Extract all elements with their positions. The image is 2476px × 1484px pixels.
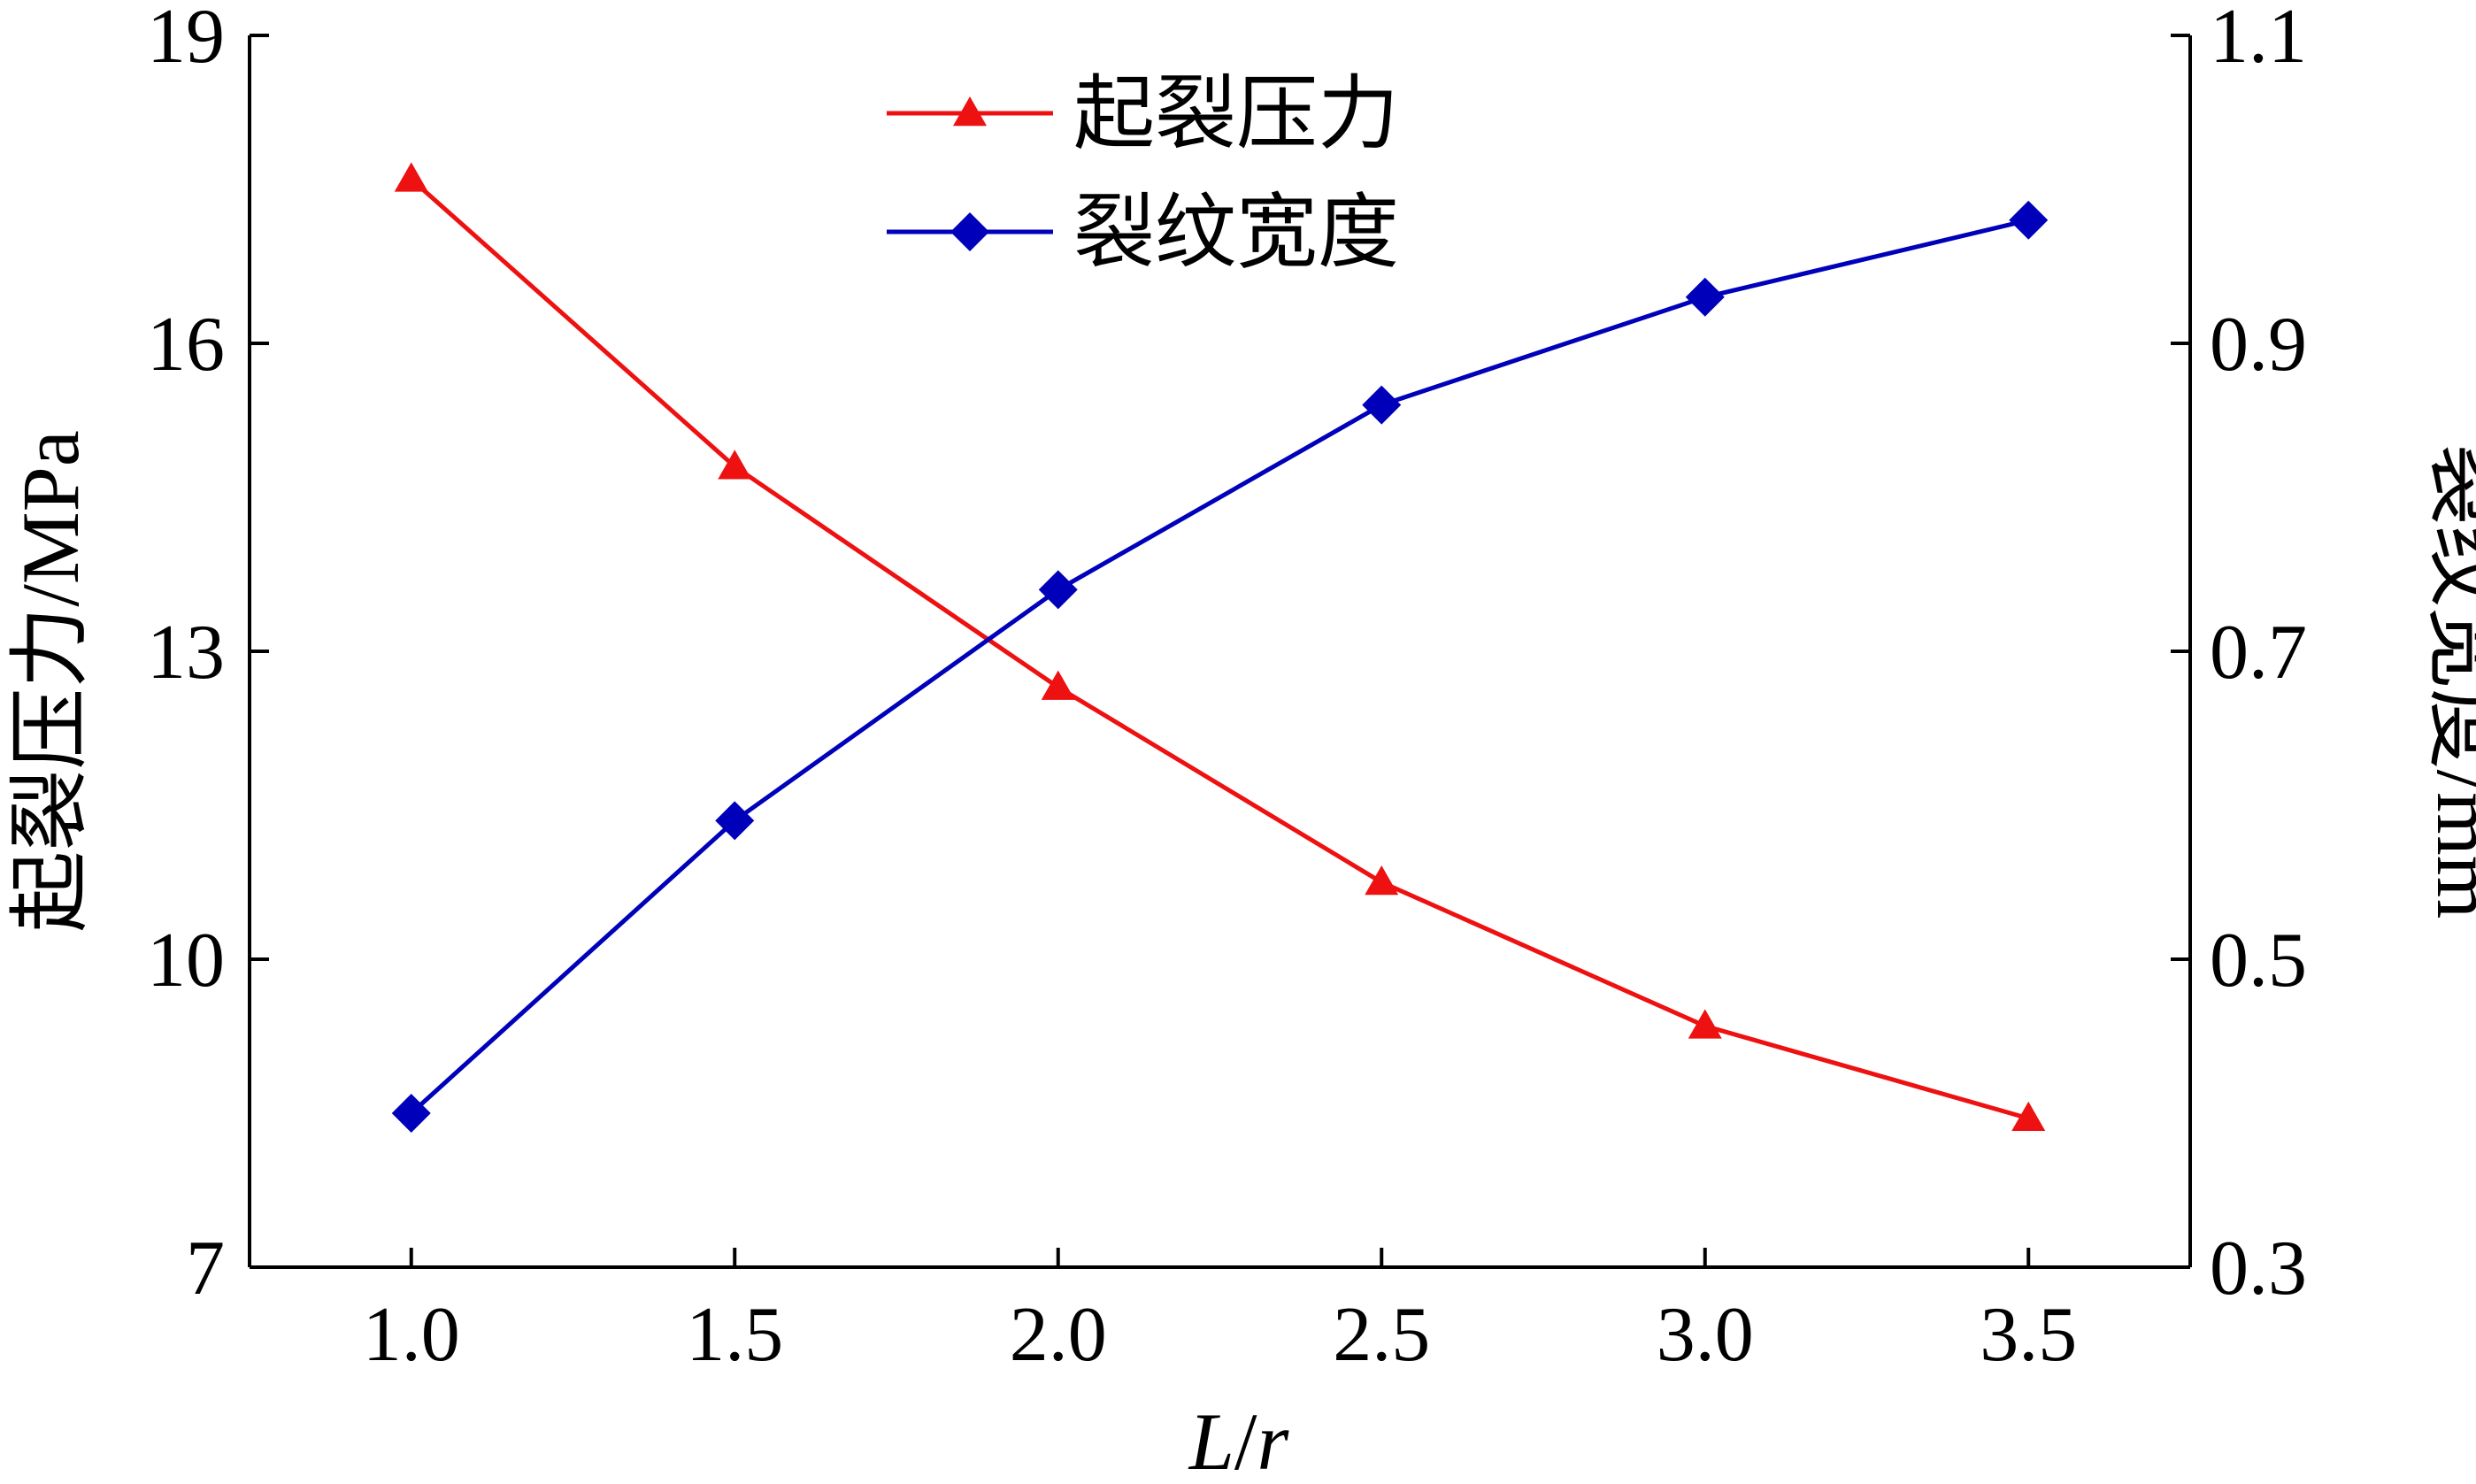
series-width-line — [410, 218, 2029, 1115]
legend-item-pressure: 起裂压力 — [887, 66, 1399, 161]
y-left-tick-label: 10 — [147, 918, 225, 1003]
y-left-tick-label: 13 — [147, 610, 225, 696]
legend-label: 起裂压力 — [1073, 66, 1399, 161]
series-pressure-point — [1688, 1009, 1722, 1039]
y-right-tick-label: 0.3 — [2210, 1226, 2307, 1311]
series-width-point — [1685, 277, 1725, 317]
y-axis-right: 0.3 0.5 0.7 0.9 1.1 — [2171, 0, 2307, 1311]
x-tick-label: 2.5 — [1333, 1292, 1430, 1378]
series-pressure-point — [1041, 670, 1075, 700]
series-width-point — [715, 801, 755, 841]
series-pressure-point — [2011, 1101, 2046, 1132]
series-width-point — [1362, 385, 1402, 425]
series-pressure-point — [1365, 865, 1399, 896]
y-left-tick-label: 16 — [147, 302, 225, 388]
x-tick-label: 1.5 — [686, 1292, 783, 1378]
y-axis-right-title: 裂纹宽度/mm — [2420, 444, 2476, 919]
y-left-tick-label: 7 — [186, 1226, 225, 1311]
legend-swatch-marker — [953, 96, 987, 127]
y-right-tick-label: 0.5 — [2210, 918, 2307, 1003]
series-pressure-point — [718, 450, 752, 480]
series-width — [391, 200, 2049, 1133]
series-width-point — [1038, 570, 1078, 610]
x-axis: 1.0 1.5 2.0 2.5 3.0 3.5 — [363, 1248, 2077, 1378]
y-right-tick-label: 0.9 — [2210, 302, 2307, 388]
legend-label: 裂纹宽度 — [1073, 185, 1399, 280]
y-left-tick-label: 19 — [147, 0, 225, 80]
x-tick-label: 1.0 — [363, 1292, 460, 1378]
y-axis-left-title: 起裂压力/MPa — [5, 430, 96, 932]
legend-item-width: 裂纹宽度 — [887, 185, 1399, 280]
series-pressure — [394, 162, 2046, 1132]
series-pressure-line — [410, 177, 2029, 1121]
y-axis-left: 7 10 13 16 19 — [147, 0, 269, 1311]
y-right-tick-label: 1.1 — [2210, 0, 2307, 80]
x-axis-title: L/r — [1188, 1396, 1290, 1484]
x-tick-label: 3.5 — [1980, 1292, 2077, 1378]
y-right-tick-label: 0.7 — [2210, 610, 2307, 696]
series-layer — [391, 162, 2049, 1133]
x-tick-label: 3.0 — [1657, 1292, 1754, 1378]
x-tick-label: 2.0 — [1010, 1292, 1107, 1378]
legend-swatch-marker — [950, 212, 989, 251]
series-width-point — [2009, 200, 2049, 240]
series-pressure-point — [394, 162, 428, 192]
series-width-point — [391, 1094, 431, 1133]
